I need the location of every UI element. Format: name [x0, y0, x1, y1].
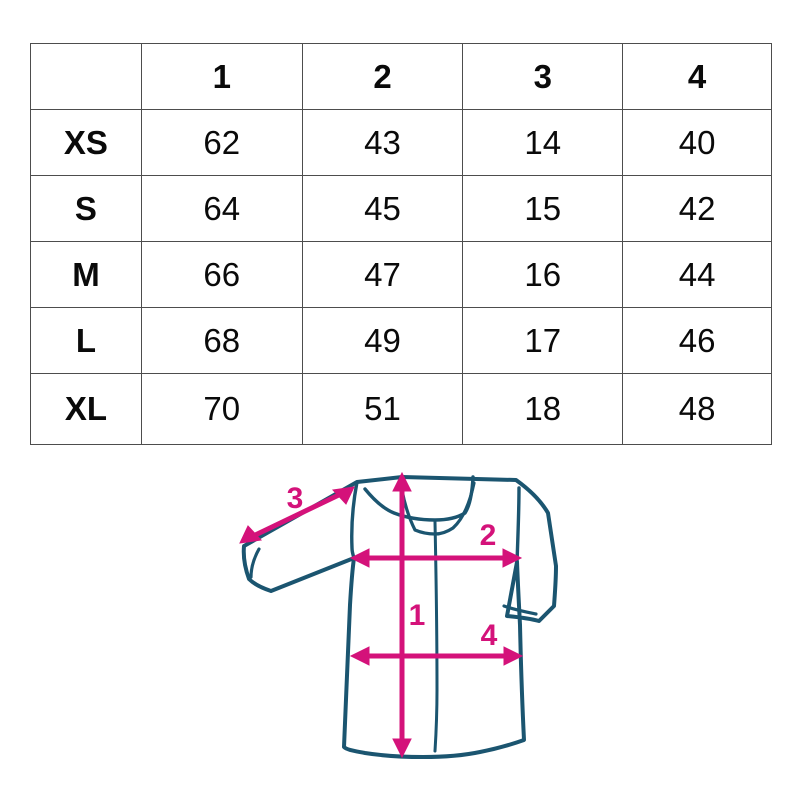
svg-text:3: 3 [287, 482, 304, 515]
svg-text:2: 2 [480, 519, 497, 552]
svg-text:4: 4 [481, 619, 498, 652]
svg-text:1: 1 [409, 599, 426, 632]
